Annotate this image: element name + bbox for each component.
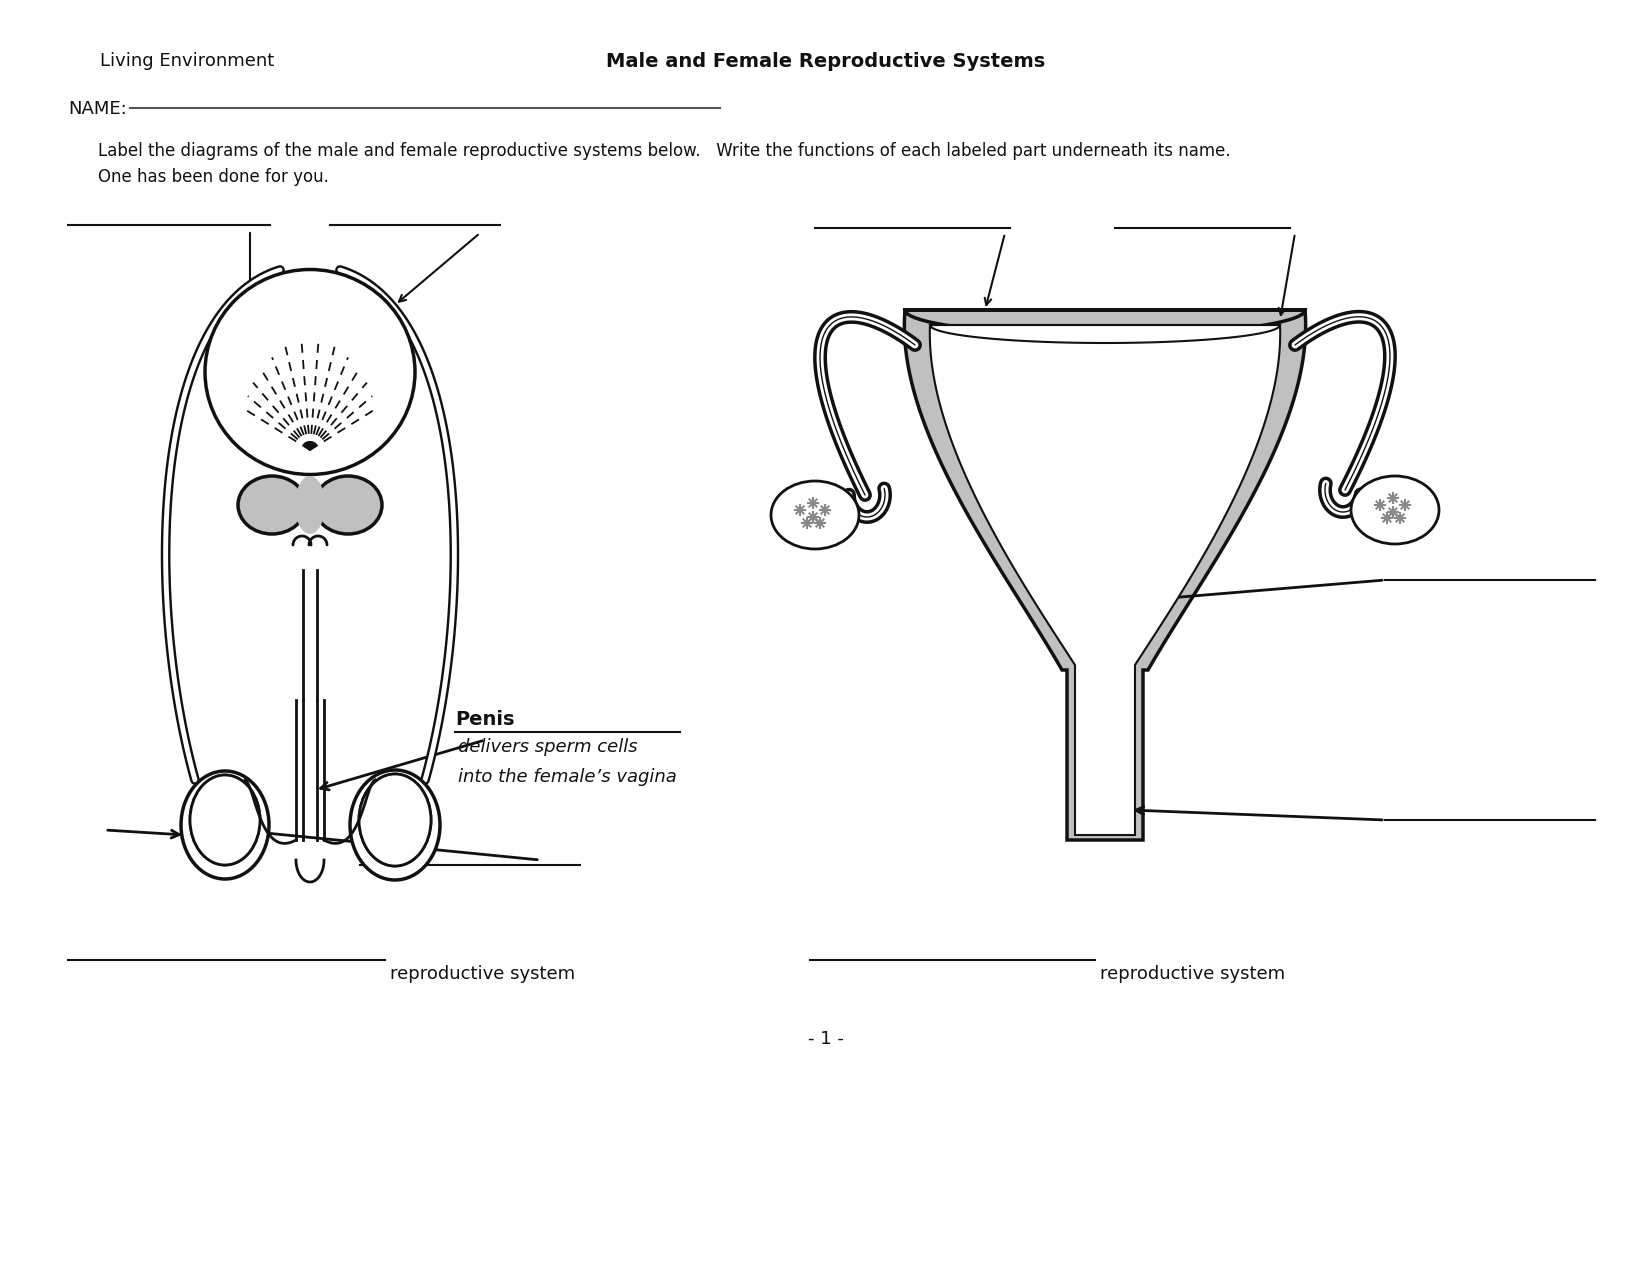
Polygon shape — [930, 325, 1280, 835]
Text: delivers sperm cells: delivers sperm cells — [457, 738, 637, 756]
Polygon shape — [905, 310, 1306, 840]
Ellipse shape — [358, 774, 431, 866]
Text: Living Environment: Living Environment — [101, 52, 274, 70]
Text: - 1 -: - 1 - — [807, 1030, 844, 1048]
Text: Male and Female Reproductive Systems: Male and Female Reproductive Systems — [606, 52, 1045, 71]
Text: Penis: Penis — [456, 710, 515, 729]
Ellipse shape — [771, 481, 859, 550]
Ellipse shape — [350, 770, 441, 880]
Text: reproductive system: reproductive system — [390, 965, 575, 983]
Text: reproductive system: reproductive system — [1100, 965, 1284, 983]
Ellipse shape — [182, 771, 269, 878]
Text: into the female’s vagina: into the female’s vagina — [457, 768, 677, 785]
Ellipse shape — [190, 775, 259, 864]
Ellipse shape — [1351, 476, 1440, 544]
Text: NAME:: NAME: — [68, 99, 127, 119]
Ellipse shape — [205, 269, 414, 474]
Text: Label the diagrams of the male and female reproductive systems below.   Write th: Label the diagrams of the male and femal… — [97, 142, 1230, 186]
Ellipse shape — [358, 774, 431, 866]
Ellipse shape — [190, 775, 259, 864]
Ellipse shape — [296, 476, 325, 534]
Ellipse shape — [238, 476, 305, 534]
Ellipse shape — [314, 476, 381, 534]
